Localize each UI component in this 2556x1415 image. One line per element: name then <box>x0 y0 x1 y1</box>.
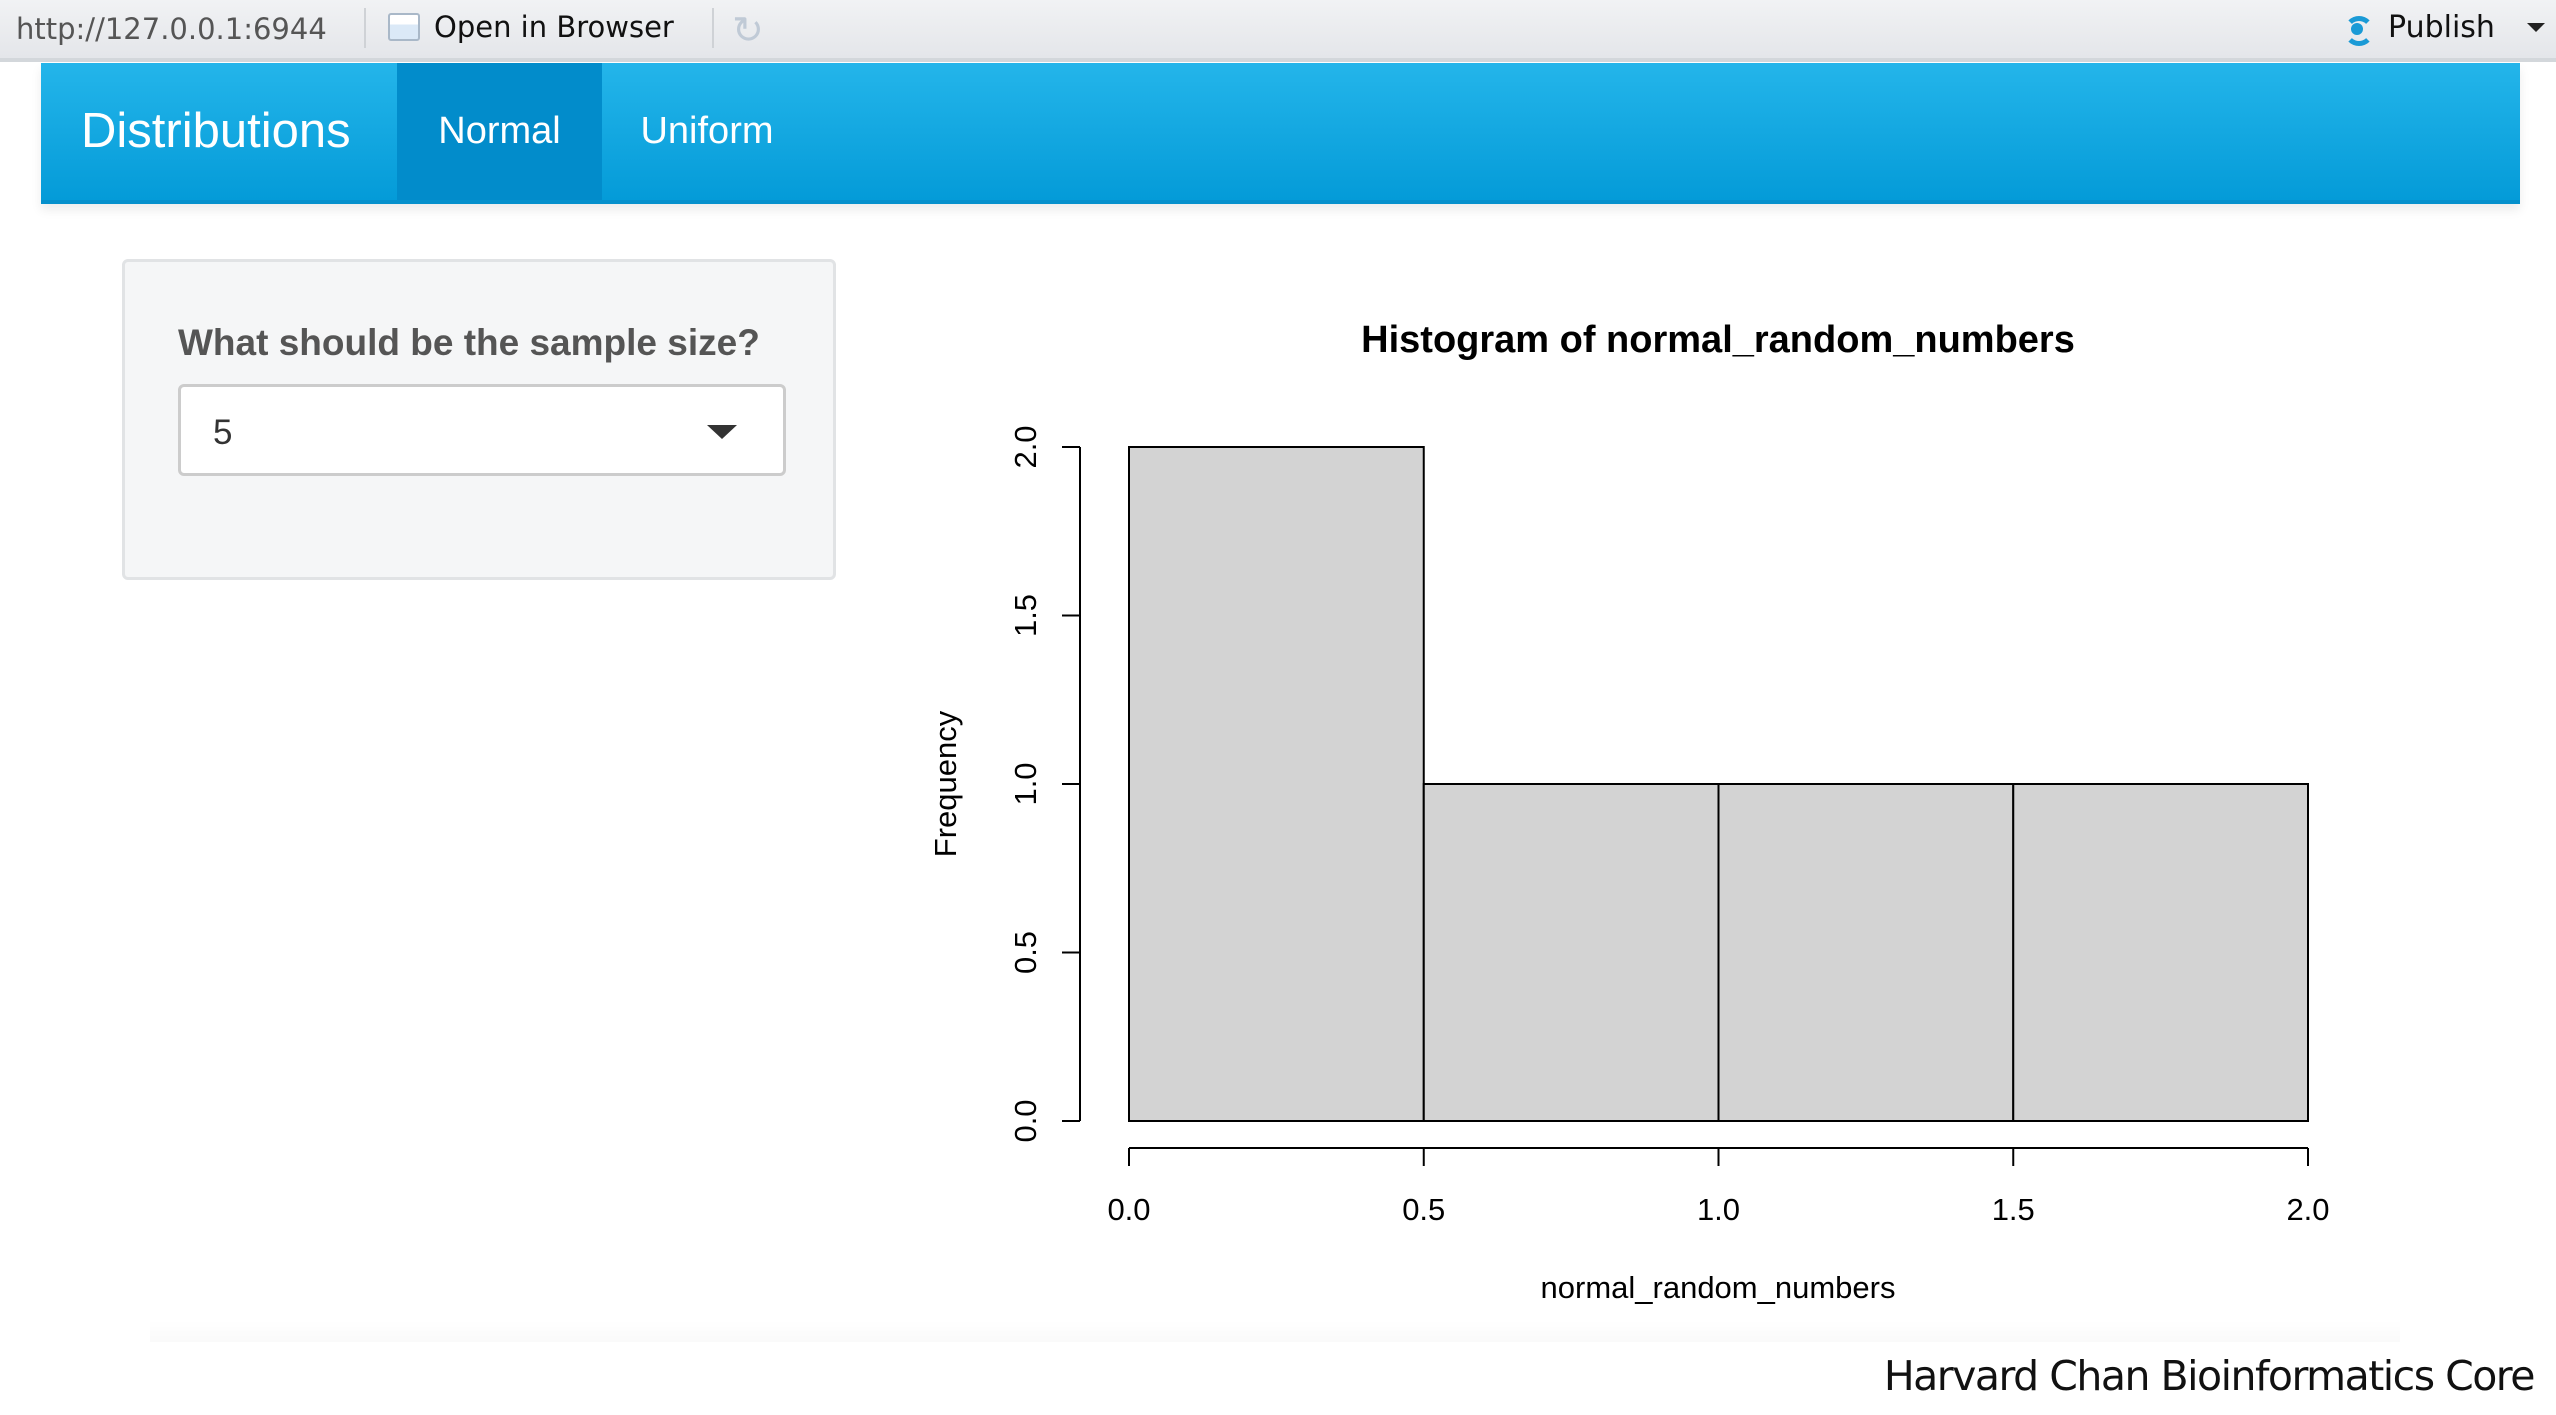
rstudio-connect-icon <box>2336 13 2376 46</box>
x-axis-label: normal_random_numbers <box>1541 1270 1896 1305</box>
publish-button[interactable]: Publish <box>2336 10 2545 46</box>
y-axis-label: Frequency <box>928 710 963 857</box>
footer-text: Harvard Chan Bioinformatics Core <box>1883 1352 2536 1400</box>
publish-label: Publish <box>2388 10 2495 45</box>
histogram-bar <box>1422 783 1720 1122</box>
sample-size-select[interactable]: 5 <box>178 384 786 476</box>
y-tick-label: 0.5 <box>1008 931 1043 974</box>
open-in-browser-icon <box>388 13 420 41</box>
sample-size-label: What should be the sample size? <box>178 322 760 363</box>
sidebar-panel: What should be the sample size? 5 <box>122 259 836 580</box>
chart-title: Histogram of normal_random_numbers <box>1361 319 2075 361</box>
url-text: http://127.0.0.1:6944 <box>16 12 327 46</box>
select-value: 5 <box>213 413 233 452</box>
y-tick-label: 1.5 <box>1008 594 1043 637</box>
y-tick-label: 0.0 <box>1008 1099 1043 1142</box>
histogram-bar <box>1717 783 2015 1122</box>
x-tick-label: 1.5 <box>1992 1192 2035 1227</box>
toolbar-divider <box>712 8 714 48</box>
x-tick-label: 0.5 <box>1402 1192 1445 1227</box>
x-tick-label: 1.0 <box>1697 1192 1740 1227</box>
viewer-toolbar: http://127.0.0.1:6944 Open in Browser ↻ … <box>0 0 2556 62</box>
navbar: Distributions Normal Uniform <box>41 63 2520 204</box>
footer-divider <box>150 1320 2400 1342</box>
open-in-browser-label: Open in Browser <box>434 10 674 44</box>
toolbar-divider <box>364 8 366 48</box>
x-tick-label: 2.0 <box>2286 1192 2329 1227</box>
tab-normal[interactable]: Normal <box>397 63 602 200</box>
x-tick-label: 0.0 <box>1107 1192 1150 1227</box>
histogram-bar <box>1128 446 1425 1122</box>
chevron-down-icon <box>707 425 737 439</box>
open-in-browser-button[interactable]: Open in Browser <box>388 10 674 44</box>
refresh-icon[interactable]: ↻ <box>732 8 764 52</box>
tab-uniform[interactable]: Uniform <box>640 110 774 152</box>
y-tick-label: 2.0 <box>1008 425 1043 468</box>
chevron-down-icon[interactable] <box>2526 23 2545 32</box>
histogram-bar <box>2012 783 2309 1122</box>
navbar-brand: Distributions <box>81 104 351 158</box>
y-tick-label: 1.0 <box>1008 762 1043 805</box>
